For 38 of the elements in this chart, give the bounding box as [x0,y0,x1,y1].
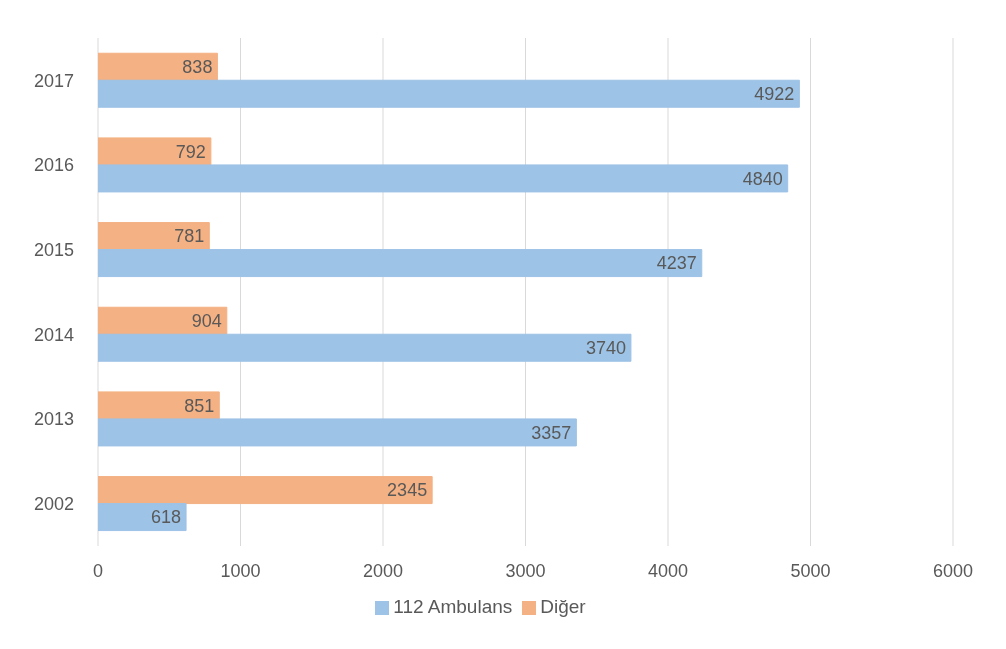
legend-label: 112 Ambulans [393,596,513,617]
bar [98,164,789,193]
bar [98,79,800,108]
bar [98,137,212,166]
y-tick-label: 2013 [33,409,74,430]
data-label: 4237 [656,253,697,274]
x-tick-label: 5000 [790,560,831,581]
data-label: 3357 [531,422,572,443]
data-label: 851 [184,395,215,416]
data-label: 4840 [742,168,783,189]
bar [98,476,433,505]
bar [98,222,210,251]
data-label: 3740 [585,338,626,359]
y-tick-label: 2017 [33,70,74,91]
data-label: 618 [151,507,182,528]
bar [98,306,228,335]
data-label: 904 [191,311,222,332]
bar [98,503,187,532]
data-label: 4922 [754,84,795,105]
data-label: 792 [175,141,206,162]
y-tick-label: 2002 [33,494,74,515]
y-tick-label: 2016 [33,155,74,176]
x-tick-label: 0 [92,560,104,581]
bar [98,333,632,362]
x-tick-label: 4000 [647,560,689,581]
x-tick-label: 1000 [220,560,261,581]
data-label: 838 [182,57,213,78]
legend-label: Diğer [540,596,586,617]
bar [98,249,703,278]
x-tick-label: 6000 [932,560,974,581]
y-tick-label: 2014 [33,324,74,345]
bar [98,418,577,447]
x-tick-label: 2000 [362,560,404,581]
x-tick-label: 3000 [505,560,546,581]
data-label: 781 [174,226,205,247]
data-label: 2345 [387,480,428,501]
bar [98,391,220,420]
y-tick-label: 2015 [33,240,74,261]
